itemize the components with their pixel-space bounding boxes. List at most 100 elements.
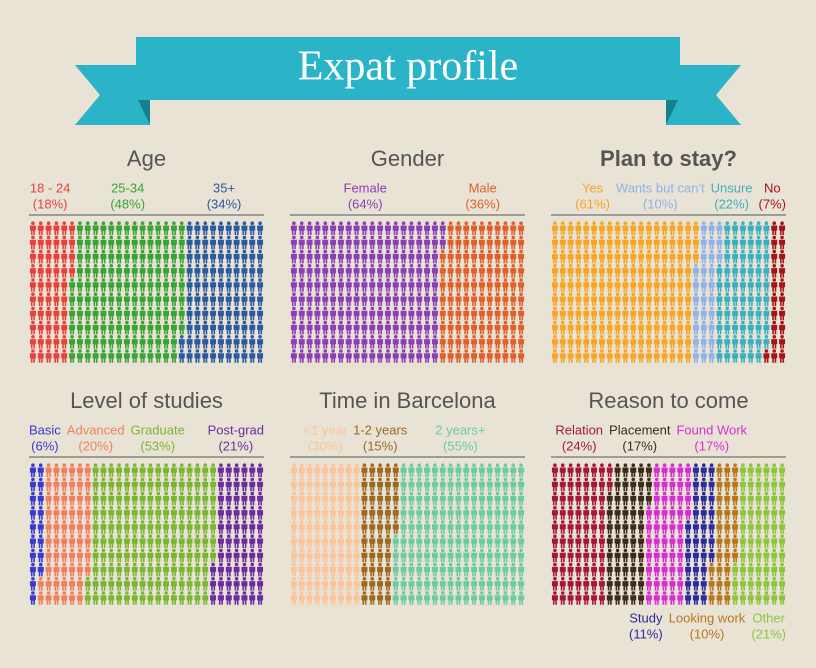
person-icon [353,221,360,235]
person-icon [116,562,123,577]
category-label: Post-grad [208,422,264,437]
person-icon [638,249,645,264]
person-icon [747,548,754,563]
person-icon [84,306,91,321]
person-icon [84,292,91,306]
person-icon [455,334,462,349]
person-icon [622,335,629,349]
person-icon [392,505,399,520]
person-icon [661,491,668,506]
person-icon [638,463,645,477]
person-icon [69,491,76,506]
person-icon [439,320,446,335]
person-icon [661,221,668,235]
person-icon [763,491,770,506]
person-icon [447,292,454,306]
person-icon [431,292,438,306]
person-icon [369,349,376,363]
person-icon [217,491,224,506]
person-icon [732,548,739,563]
person-icon [337,534,344,548]
person-icon [551,334,558,349]
person-icon [677,591,684,605]
person-icon [771,520,778,534]
person-icon [100,520,107,534]
person-icon [210,320,217,335]
person-icon [716,320,723,335]
person-icon [502,505,509,520]
person-icon [669,292,676,306]
person-icon [439,349,446,363]
person-icon [84,520,91,534]
person-icon [306,334,313,349]
person-icon [439,577,446,591]
person-icon [322,235,329,250]
person-icon [330,334,337,349]
person-icon [510,562,517,577]
person-icon [131,477,138,492]
person-icon [692,335,699,349]
person-icon [622,534,629,548]
person-icon [486,278,493,292]
person-icon [123,562,130,577]
person-icon [502,577,509,591]
person-icon [478,562,485,577]
person-icon [298,491,305,506]
person-icon [384,534,391,548]
person-icon [108,292,115,306]
person-icon [337,491,344,506]
person-icon [345,534,352,548]
person-icon [447,520,454,534]
person-icon [645,577,652,591]
person-icon [170,278,177,292]
person-icon [353,463,360,477]
person-icon [510,477,517,492]
person-icon [408,306,415,321]
person-icon [763,306,770,321]
category-icons [392,463,525,605]
person-icon [518,520,525,534]
person-icon [392,263,399,278]
person-icon [37,463,44,477]
person-icon [653,306,660,321]
person-icon [551,505,558,520]
value-label: (7%) [759,196,786,211]
category-label: 18 - 24 [30,180,70,195]
panel-title: Time in Barcelona [319,388,496,413]
person-icon [298,349,305,363]
person-icon [233,591,240,605]
person-icon [724,278,731,292]
person-icon [84,491,91,506]
ribbon-fold-right [666,100,678,125]
person-icon [575,520,582,534]
person-icon [747,505,754,520]
person-icon [241,520,248,534]
person-icon [559,306,566,321]
person-icon [771,591,778,605]
person-icon [708,334,715,349]
person-icon [384,221,391,235]
person-icon [361,463,368,477]
value-label: (10%) [690,626,725,641]
person-icon [638,477,645,492]
person-icon [45,335,52,349]
person-icon [202,463,209,477]
person-icon [194,463,201,477]
person-icon [606,306,613,321]
person-icon [431,221,438,235]
person-icon [45,520,52,534]
person-icon [638,349,645,363]
person-icon [645,534,652,548]
person-icon [431,235,438,250]
person-icon [439,221,446,235]
person-icon [583,562,590,577]
person-icon [424,263,431,278]
person-icon [345,477,352,492]
person-icon [638,591,645,605]
person-icon [692,349,699,363]
person-icon [123,548,130,563]
person-icon [139,548,146,563]
person-icon [123,306,130,321]
person-icon [322,505,329,520]
